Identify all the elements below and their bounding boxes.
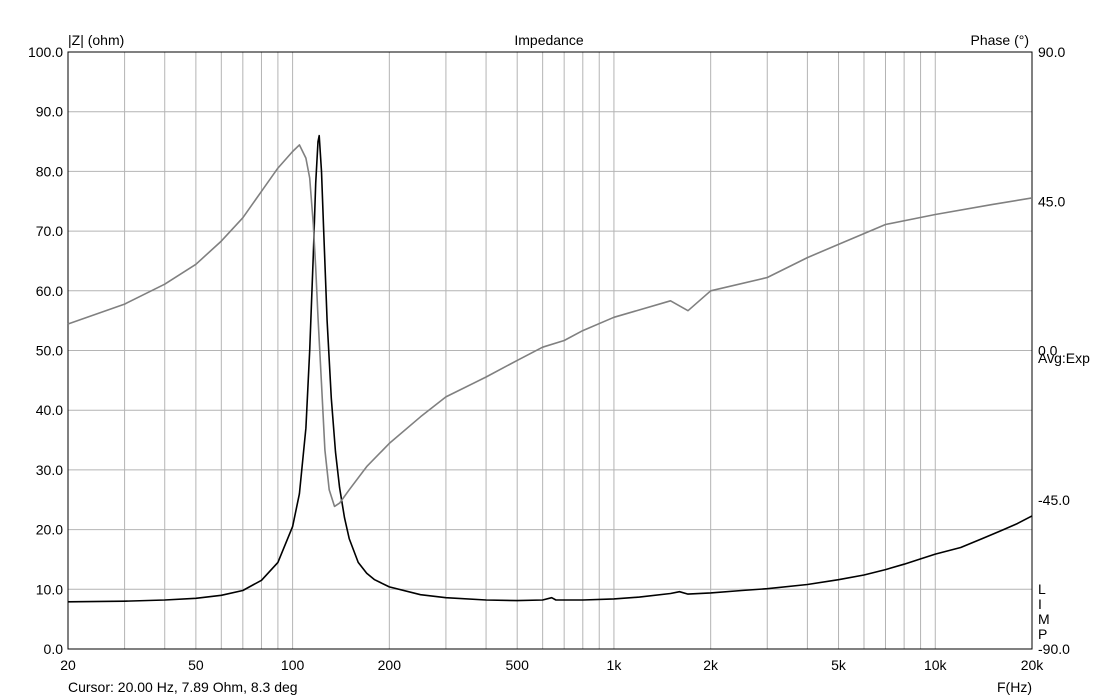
- y-left-axis-label: |Z| (ohm): [68, 32, 124, 48]
- y-left-tick-label: 0.0: [44, 641, 64, 657]
- grid-lines: [68, 52, 1032, 649]
- x-tick-label: 10k: [924, 657, 948, 673]
- y-left-tick-label: 30.0: [36, 462, 63, 478]
- x-tick-label: 50: [188, 657, 204, 673]
- y-right-tick-label: -90.0: [1038, 641, 1070, 657]
- y-left-tick-label: 70.0: [36, 223, 63, 239]
- x-tick-label: 2k: [703, 657, 719, 673]
- x-tick-label: 20k: [1021, 657, 1045, 673]
- curves: [67, 134, 1033, 603]
- y-right-tick-label: 0.0: [1038, 343, 1058, 359]
- x-tick-label: 200: [378, 657, 402, 673]
- y-left-tick-label: 60.0: [36, 283, 63, 299]
- limp-letter: I: [1038, 596, 1042, 612]
- y-right-axis-label: Phase (°): [970, 32, 1029, 48]
- x-axis-label: F(Hz): [997, 679, 1032, 695]
- impedance-curve: [67, 134, 1033, 603]
- x-tick-label: 5k: [831, 657, 847, 673]
- limp-letter: L: [1038, 581, 1046, 597]
- cursor-readout: Cursor: 20.00 Hz, 7.89 Ohm, 8.3 deg: [68, 679, 298, 695]
- y-left-tick-label: 10.0: [36, 581, 63, 597]
- y-left-tick-label: 20.0: [36, 522, 63, 538]
- plot-frame: [67, 51, 1033, 650]
- y-right-tick-label: 90.0: [1038, 44, 1065, 60]
- y-right-tick-label: -45.0: [1038, 492, 1070, 508]
- avg-annotation: Avg:Exp: [1038, 350, 1090, 366]
- y-right-tick-label: 45.0: [1038, 193, 1065, 209]
- y-left-tick-label: 40.0: [36, 402, 63, 418]
- limp-letter: M: [1038, 611, 1050, 627]
- x-tick-label: 100: [281, 657, 305, 673]
- y-left-tick-label: 100.0: [28, 44, 63, 60]
- x-tick-label: 1k: [607, 657, 623, 673]
- y-left-tick-label: 80.0: [36, 163, 63, 179]
- chart-title: Impedance: [514, 32, 583, 48]
- phase-curve: [67, 144, 1033, 508]
- tick-labels: 20 50 100 200 500 1k 2k 5k 10k 20k 0.0 10.0 20.0 30.0…: [28, 44, 1070, 673]
- limp-letter: P: [1038, 626, 1047, 642]
- x-tick-label: 500: [506, 657, 530, 673]
- x-tick-label: 20: [60, 657, 76, 673]
- y-left-tick-label: 50.0: [36, 343, 63, 359]
- y-left-tick-label: 90.0: [36, 104, 63, 120]
